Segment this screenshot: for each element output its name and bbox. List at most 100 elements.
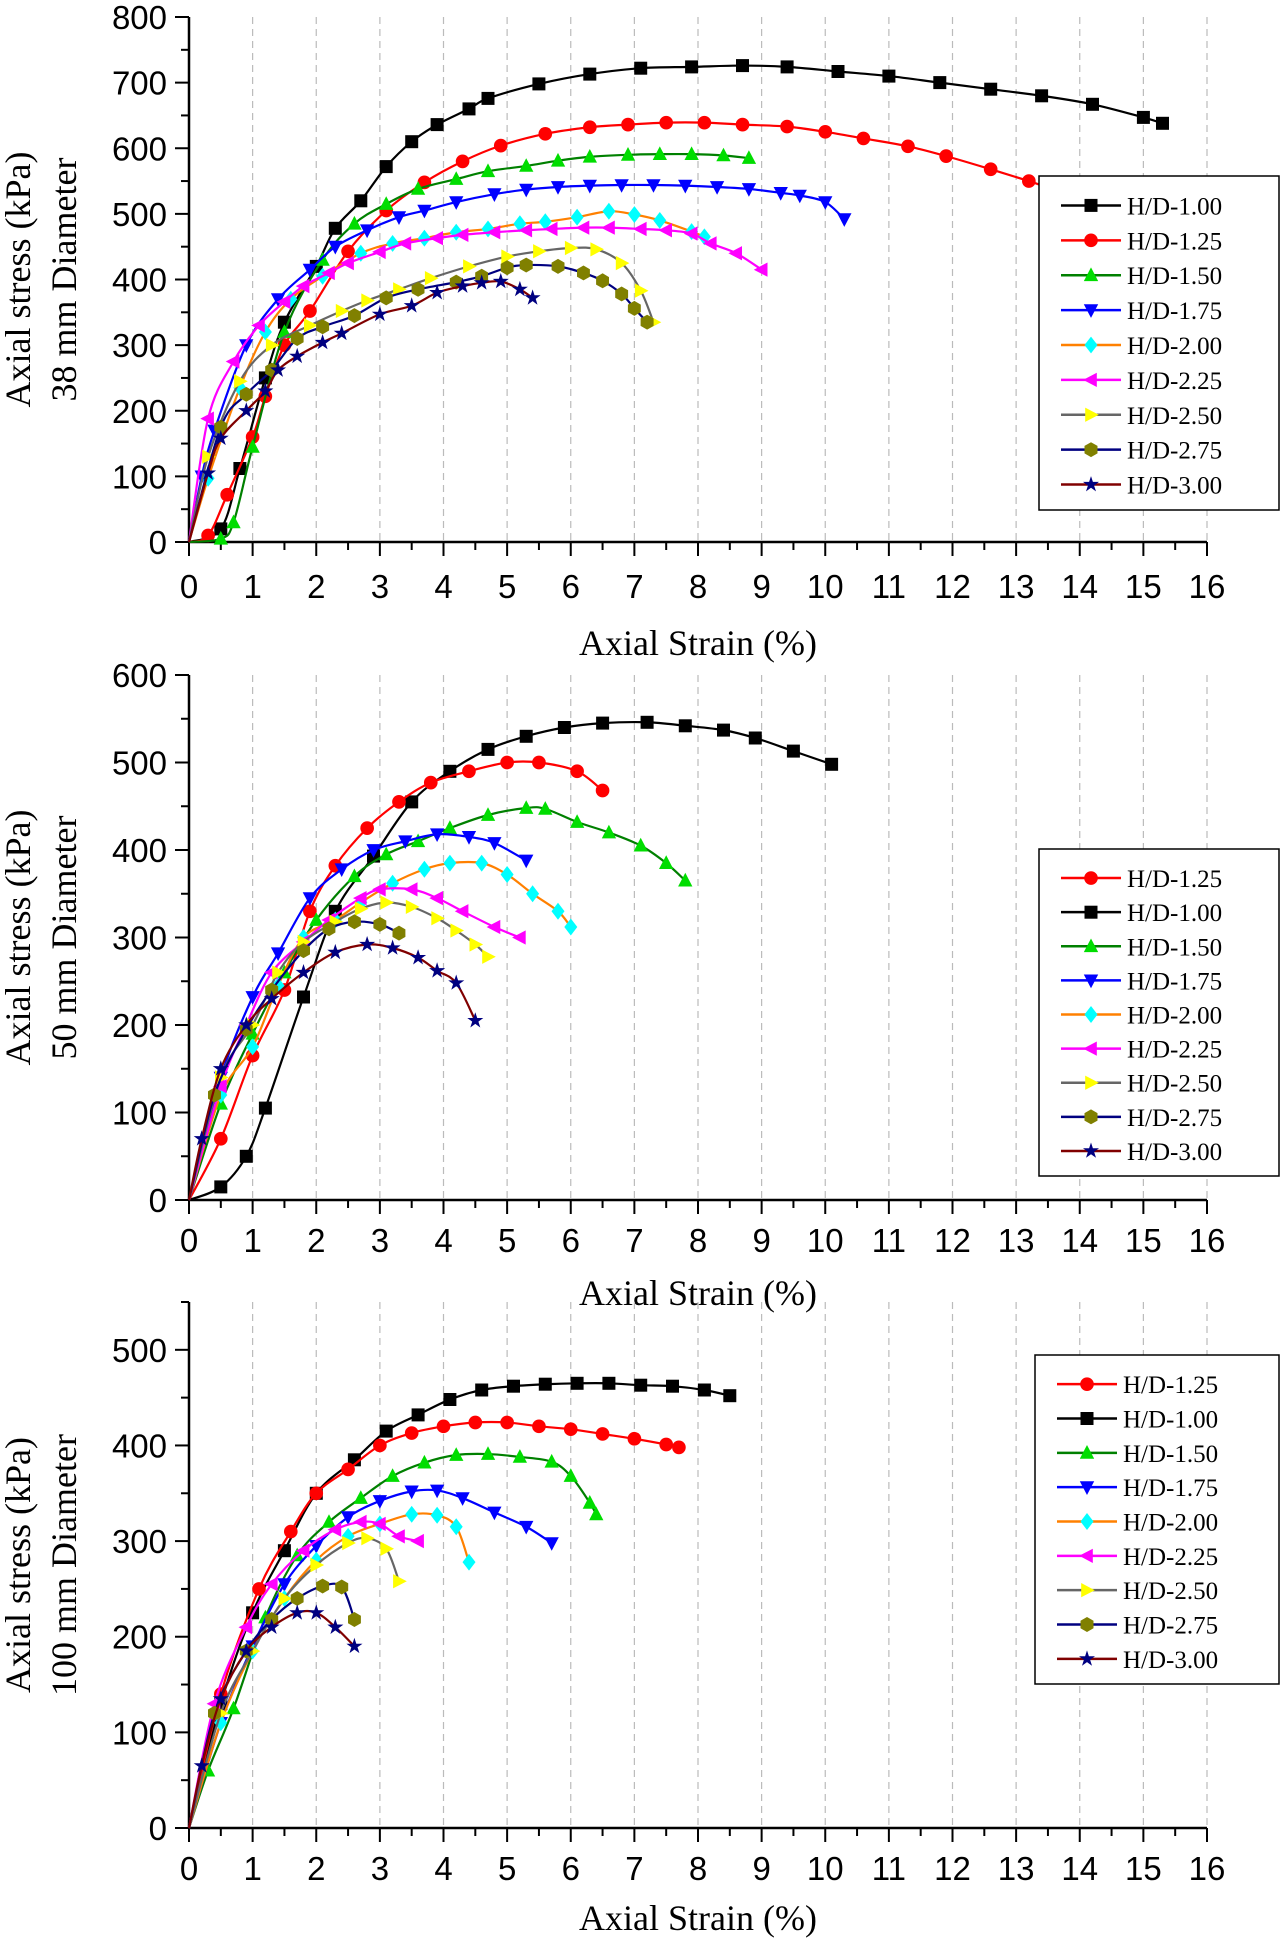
data-point-marker [1086,97,1099,111]
data-point-marker [454,227,469,242]
x-tick-label: 5 [498,1850,516,1887]
x-tick-label: 1 [243,1850,261,1887]
series-HD-1-25 [188,755,610,1201]
x-tick-label: 16 [1189,568,1226,605]
data-point-marker [372,244,386,260]
data-point-marker [347,868,362,883]
legend-label: H/D-1.00 [1123,1407,1218,1434]
data-point-marker [341,244,355,259]
data-point-marker [1080,1513,1094,1530]
series-HD-1-50 [187,800,693,1201]
data-point-marker [780,60,794,74]
data-point-marker [1035,89,1049,103]
legend-item: H/D-1.50 [1061,934,1222,961]
data-point-marker [773,187,788,201]
data-point-marker [346,1637,363,1654]
data-point-marker [462,764,476,779]
data-point-marker [238,402,255,418]
data-point-marker [234,374,248,389]
legend-item: H/D-1.00 [1061,193,1222,220]
data-point-marker [429,962,446,978]
data-point-marker [984,82,998,96]
data-point-marker [265,982,279,998]
data-point-marker [1156,116,1169,130]
data-point-marker [436,1419,451,1434]
data-point-marker [473,274,490,290]
x-axis-label: Axial Strain (%) [579,623,817,663]
data-point-marker [500,755,514,770]
data-point-marker [1079,1650,1095,1666]
legend-label: H/D-2.75 [1127,1105,1222,1132]
series-HD-1-25 [187,1415,686,1829]
x-tick-label: 15 [1125,568,1162,605]
series-HD-3-00 [187,1604,363,1829]
data-point-marker [533,244,547,259]
data-point-marker [270,947,286,961]
data-point-marker [251,318,265,333]
y-tick-label: 200 [112,393,167,430]
data-point-marker [564,240,579,256]
data-point-marker [270,293,286,307]
legend-item: H/D-2.25 [1061,368,1222,395]
x-tick-label: 5 [498,568,516,605]
data-point-marker [327,943,344,960]
data-point-marker [429,231,443,246]
legend-item: H/D-3.00 [1061,1139,1222,1166]
data-point-marker [492,273,509,289]
data-point-marker [507,1379,520,1393]
data-point-marker [263,1618,280,1634]
legend-label: H/D-1.75 [1127,298,1222,325]
data-point-marker [314,334,331,350]
data-point-marker [551,902,565,920]
data-point-marker [333,324,350,341]
series-HD-1-75 [187,179,852,543]
data-point-marker [728,246,742,261]
x-tick-label: 7 [625,1222,643,1259]
data-point-marker [983,162,998,177]
data-point-marker [392,795,406,809]
data-point-marker [564,918,578,936]
x-tick-label: 9 [752,1850,770,1887]
data-point-marker [220,487,234,502]
data-point-marker [1083,1041,1097,1056]
data-point-marker [430,1506,444,1524]
data-point-marker [570,208,584,226]
legend-label: H/D-1.25 [1127,866,1222,893]
data-point-marker [226,514,241,529]
data-point-marker [295,964,312,980]
data-point-marker [252,1582,266,1596]
data-point-marker [404,1485,419,1500]
y-tick-label: 100 [112,1714,167,1751]
data-point-marker [582,1495,597,1509]
data-point-marker [322,921,336,937]
data-point-marker [443,854,457,872]
x-tick-label: 14 [1061,568,1098,605]
data-point-marker [837,213,852,227]
data-point-marker [1084,336,1098,354]
data-point-marker [640,314,654,330]
data-point-marker [316,1578,330,1594]
data-point-marker [575,220,590,235]
legend-label: H/D-1.75 [1123,1475,1218,1502]
data-point-marker [550,152,566,167]
x-tick-label: 2 [307,568,325,605]
data-point-marker [455,154,470,169]
data-point-marker [347,215,362,230]
data-point-marker [1083,267,1099,282]
data-point-marker [1085,1075,1099,1090]
data-point-marker [551,258,565,274]
data-point-marker [538,126,553,141]
data-point-marker [201,469,215,487]
data-point-marker [225,354,240,369]
series-line [187,1452,598,1829]
x-tick-label: 9 [752,1222,770,1259]
data-point-marker [519,800,534,814]
legend-item: H/D-1.00 [1061,900,1222,927]
data-point-marker [309,1551,323,1569]
series-HD-1-75 [187,828,534,1201]
legend-item: H/D-1.75 [1061,968,1222,995]
data-point-marker [512,930,526,945]
data-point-marker [449,1518,463,1536]
data-point-marker [430,828,445,842]
legend-item: H/D-1.25 [1057,1372,1218,1399]
